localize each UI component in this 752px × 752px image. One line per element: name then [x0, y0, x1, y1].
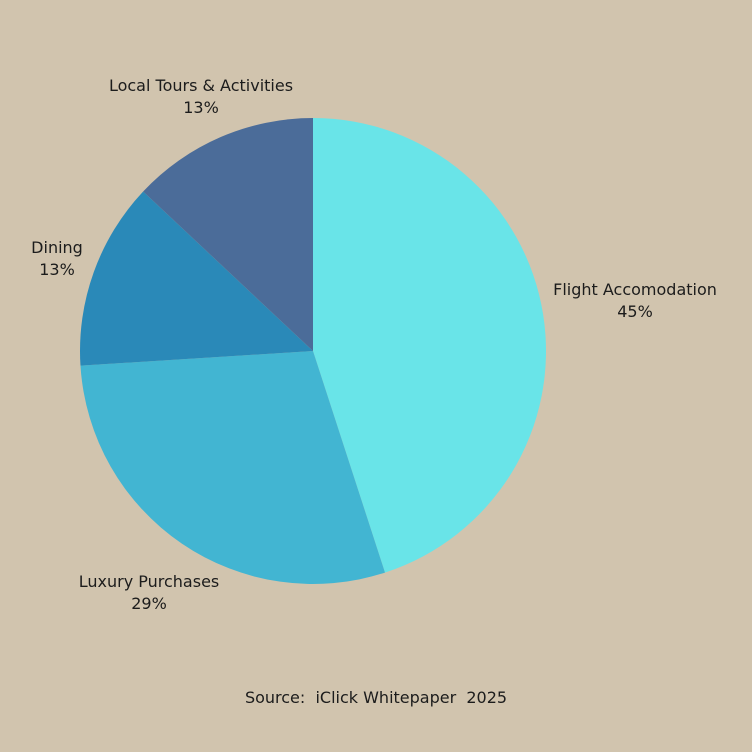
slice-value-label: 13%	[183, 98, 219, 117]
slice-value-label: 45%	[617, 302, 653, 321]
slice-label: Dining	[31, 238, 83, 257]
slice-value-label: 29%	[131, 594, 167, 613]
slice-label: Luxury Purchases	[79, 572, 220, 591]
pie-slice-dining	[80, 191, 313, 366]
slice-value-label: 13%	[39, 260, 75, 279]
pie-slice-luxury-purchases	[80, 351, 386, 585]
pie-slices	[80, 118, 547, 585]
pie-slice-flight-accomodation	[313, 118, 547, 573]
slice-label: Flight Accomodation	[553, 280, 717, 299]
slice-label: Local Tours & Activities	[109, 76, 293, 95]
pie-slice-local-tours-activities	[143, 118, 313, 351]
source-note: Source: iClick Whitepaper 2025	[244, 688, 508, 707]
slice-labels: Flight Accomodation 45% Luxury Purchases 29…	[31, 76, 717, 613]
